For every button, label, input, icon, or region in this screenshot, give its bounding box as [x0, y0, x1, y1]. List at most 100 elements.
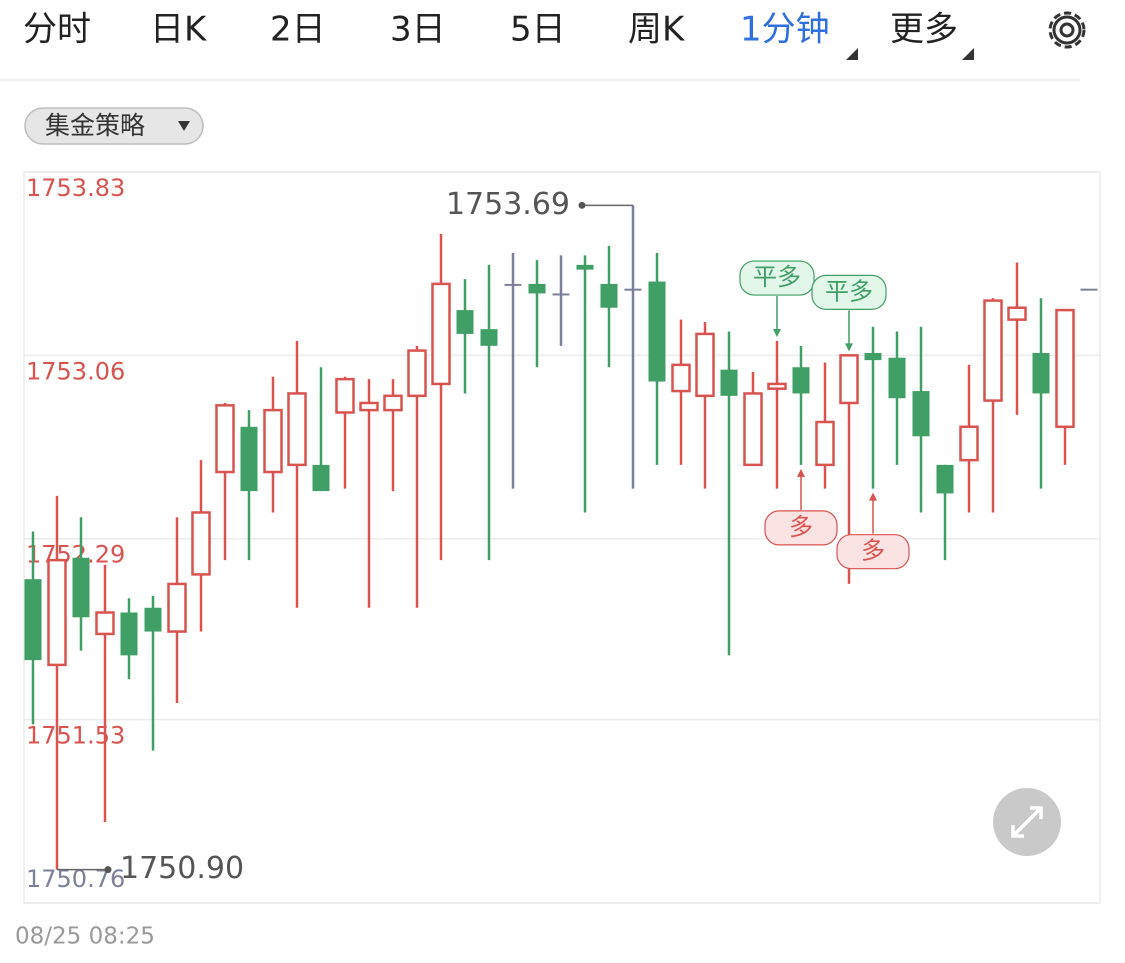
tab[interactable]: 3日	[390, 10, 446, 50]
y-tick-label: 1753.83	[26, 174, 125, 202]
candle	[1055, 308, 1075, 465]
dropdown-caret	[178, 121, 190, 131]
max-dot	[578, 201, 586, 209]
candle	[888, 331, 906, 465]
candle-body	[576, 264, 594, 270]
candle	[335, 376, 355, 489]
candle-body	[359, 401, 379, 412]
candle	[504, 252, 522, 489]
candle-body	[480, 329, 498, 346]
candle-body	[167, 582, 187, 633]
candle	[431, 233, 451, 561]
tab[interactable]: 5日	[510, 10, 566, 50]
signal-badge	[811, 274, 887, 310]
candle-body	[720, 369, 738, 396]
candle	[120, 598, 138, 680]
y-tick-label: 1753.06	[26, 357, 125, 385]
x-tick-label: 08/25 08:25	[15, 924, 155, 950]
candle-body	[95, 611, 115, 636]
candle	[815, 362, 835, 489]
candle-body	[456, 310, 474, 334]
candle	[383, 379, 403, 492]
gear-outer	[1048, 11, 1086, 49]
signal-label: 多	[789, 513, 813, 541]
candle	[983, 298, 1003, 513]
candle-body	[983, 299, 1003, 402]
candle-body	[912, 391, 930, 437]
candle-body	[504, 283, 522, 286]
candle-body	[959, 425, 979, 462]
candle	[624, 205, 642, 489]
candle-body	[815, 420, 835, 467]
tab[interactable]: 日K	[150, 10, 208, 50]
signal-badge	[836, 534, 910, 570]
candle-body	[792, 367, 810, 394]
signal: 平多	[811, 274, 887, 352]
settings-icon[interactable]	[1048, 11, 1086, 49]
signal: 多	[836, 492, 910, 570]
candle	[456, 279, 474, 394]
tab[interactable]: 分时	[23, 10, 91, 50]
candle	[1032, 298, 1050, 489]
gear-hole	[1059, 22, 1075, 38]
candle	[528, 260, 546, 368]
expand-button[interactable]	[993, 788, 1061, 856]
candle-body	[263, 408, 283, 474]
signal-label: 平多	[825, 277, 873, 305]
candle-body	[743, 392, 763, 467]
candle	[720, 331, 738, 656]
candle	[144, 595, 162, 751]
candle	[47, 495, 67, 870]
candle	[936, 464, 954, 561]
candle-body	[312, 464, 330, 492]
candle-body	[648, 281, 666, 382]
signal: 多	[764, 468, 838, 546]
candle-body	[624, 288, 642, 291]
signal-arrowhead	[773, 329, 781, 338]
candle-body	[1007, 306, 1027, 321]
candle	[167, 517, 187, 703]
candle-body	[72, 557, 90, 618]
min-label: 1750.90	[120, 851, 244, 886]
tab[interactable]: 1分钟	[740, 10, 830, 50]
candle	[480, 264, 498, 561]
candle-body	[671, 363, 691, 393]
candle	[287, 341, 307, 608]
candle	[24, 531, 42, 725]
candle	[312, 367, 330, 492]
candle	[767, 341, 787, 489]
signal-arrowhead	[797, 468, 805, 477]
signal-label: 平多	[753, 263, 801, 291]
signal-badge	[764, 510, 838, 546]
candle	[743, 372, 763, 467]
tab[interactable]: 2日	[270, 10, 326, 50]
candle	[695, 322, 715, 489]
candle-body	[287, 392, 307, 467]
candle	[263, 376, 283, 513]
strategy-button[interactable]: 集金策略	[24, 107, 204, 145]
expand-icon	[1011, 806, 1043, 838]
candle	[240, 410, 258, 561]
candle-body	[695, 332, 715, 398]
candle-body	[888, 357, 906, 399]
y-tick-label: 1751.53	[26, 722, 125, 750]
candle-body	[864, 352, 882, 361]
candle	[600, 245, 618, 368]
candle	[359, 379, 379, 608]
candle	[95, 564, 115, 823]
candle-body	[431, 282, 451, 386]
candle-body	[215, 404, 235, 474]
candle-body	[144, 607, 162, 632]
candle-body	[191, 511, 211, 576]
candle	[576, 255, 594, 513]
candle	[671, 319, 691, 465]
candle-body	[936, 464, 954, 494]
candle-body	[839, 354, 859, 405]
candle	[215, 402, 235, 561]
tab[interactable]: 周K	[628, 10, 686, 50]
signal-arrowhead	[845, 343, 853, 352]
tab[interactable]: 更多	[890, 10, 958, 50]
candle-body	[767, 382, 787, 390]
min-dot	[104, 866, 112, 874]
